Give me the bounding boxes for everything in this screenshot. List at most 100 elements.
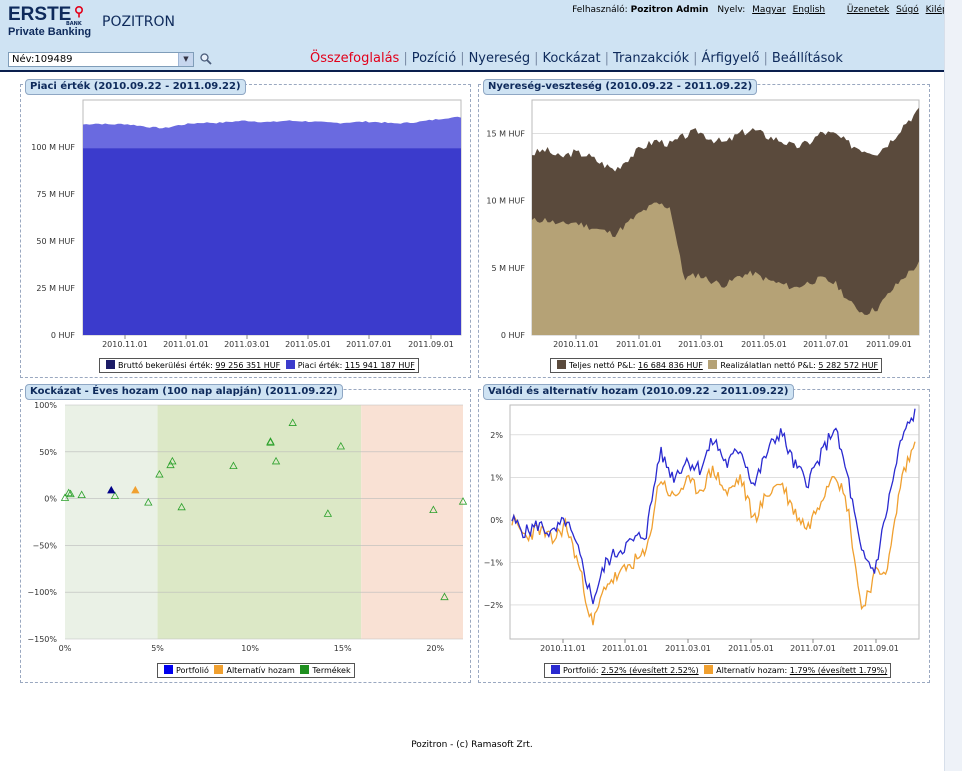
alternative-point (131, 485, 140, 494)
x-tick-label: 2011.07.01 (346, 340, 392, 349)
legend-total-label: Teljes nettó P&L: (569, 361, 636, 370)
x-tick-label: 2011.05.01 (728, 644, 774, 653)
market-value-legend: Bruttó bekerülési érték: 99 256 351 HUF … (99, 358, 419, 373)
product-point (288, 418, 297, 426)
y-tick-label: 15 M HUF (486, 130, 525, 139)
legend-swatch-total (557, 360, 566, 369)
x-tick-label: 5% (151, 644, 164, 653)
x-tick-label: 20% (426, 644, 444, 653)
y-tick-label: −100% (27, 588, 57, 597)
product-point (229, 461, 238, 470)
risk-panel-title: Kockázat - Éves hozam (100 nap alapján) … (25, 384, 343, 400)
x-tick-label: 2011.05.01 (741, 340, 787, 349)
x-tick-label: 2011.09.01 (866, 340, 912, 349)
returns-legend: Portfolió: 2.52% (évesített 2.52%) Alter… (544, 663, 892, 678)
y-tick-label: 0% (490, 516, 503, 525)
nav-item-0[interactable]: Összefoglalás (310, 51, 400, 66)
help-link[interactable]: Súgó (896, 5, 919, 15)
legend-swatch-alternative (214, 665, 224, 674)
product-point (458, 497, 468, 505)
legend-total-value: 16 684 836 HUF (638, 361, 703, 370)
market-value-chart: 0 HUF 25 M HUF 50 M HUF 75 M HUF 100 M HUF 20… (31, 99, 462, 349)
y-tick-label: 10 M HUF (486, 197, 525, 206)
x-tick-label: 2011.03.01 (224, 340, 270, 349)
legend-alt-return-label: Alternatív hozam: (716, 666, 788, 675)
x-tick-label: 2010.11.01 (553, 340, 599, 349)
y-tick-label: 25 M HUF (36, 284, 75, 293)
y-tick-label: 75 M HUF (36, 190, 75, 199)
main-nav: Összefoglalás | Pozíció | Nyereség | Kockázat |… (310, 51, 843, 66)
legend-unrealized-label: Realizálatlan nettó P&L: (720, 361, 816, 370)
plot-area (509, 404, 920, 640)
language-english-link[interactable]: English (792, 5, 826, 15)
y-tick-label: 5 M HUF (491, 264, 525, 273)
nav-item-3[interactable]: Kockázat (542, 51, 601, 66)
nav-separator: | (460, 51, 465, 66)
nav-separator: | (763, 51, 768, 66)
nav-separator: | (604, 51, 609, 66)
legend-swatch-alt-return (704, 665, 714, 674)
nav-separator: | (403, 51, 408, 66)
app-title: POZITRON (102, 14, 175, 30)
x-tick-label: 2011.07.01 (803, 340, 849, 349)
messages-link[interactable]: Üzenetek (846, 5, 890, 15)
pnl-legend: Teljes nettó P&L: 16 684 836 HUF Realizá… (550, 358, 883, 373)
risk-legend: Portfolió Alternatív hozam Termékek (157, 663, 355, 678)
erste-logo-icon (75, 6, 83, 18)
erste-logo[interactable]: ERSTE BANK Private Banking (8, 4, 91, 40)
y-tick-label: −50% (33, 541, 58, 550)
portfolio-return-line (511, 408, 916, 605)
x-tick-label: 2011.05.01 (285, 340, 331, 349)
zone-medium-risk (157, 405, 362, 639)
nav-item-6[interactable]: Beállítások (771, 51, 843, 66)
unrealized-pnl-area (532, 202, 919, 335)
returns-panel-title: Valódi és alternatív hozam (2010.09.22 -… (483, 384, 794, 400)
product-point (266, 438, 275, 446)
legend-portfolio-return-value: 2.52% (évesített 2.52%) (601, 666, 699, 675)
language-hungarian-link[interactable]: Magyar (752, 5, 786, 15)
logout-link[interactable]: Kilépés (925, 5, 958, 15)
x-tick-label: 2011.01.01 (602, 644, 648, 653)
chevron-down-icon[interactable]: ▼ (178, 53, 193, 66)
search-icon[interactable] (199, 52, 213, 66)
x-tick-label: 2011.07.01 (790, 644, 836, 653)
y-tick-label: 2% (490, 431, 503, 440)
vertical-scrollbar[interactable] (944, 0, 962, 771)
nav-item-1[interactable]: Pozíció (411, 51, 457, 66)
x-tick-label: 2011.09.01 (853, 644, 899, 653)
x-tick-label: 2010.11.01 (102, 340, 148, 349)
zone-low-risk (65, 405, 158, 639)
legend-portfolio-label: Portfolió (176, 666, 209, 675)
portfolio-point (107, 485, 116, 494)
zone-high-risk (361, 405, 463, 639)
product-point (77, 490, 86, 499)
returns-panel: Valódi és alternatív hozam (2010.09.22 -… (478, 384, 930, 683)
product-point (144, 498, 153, 506)
nav-separator: | (693, 51, 698, 66)
product-point (440, 592, 449, 601)
nav-item-5[interactable]: Árfigyelő (701, 51, 760, 66)
pnl-panel-title: Nyereség-veszteség (2010.09.22 - 2011.09… (483, 79, 758, 95)
legend-swatch-portfolio-return (551, 665, 560, 674)
nav-item-4[interactable]: Tranzakciók (613, 51, 690, 66)
user-name: Pozitron Admin (630, 5, 709, 15)
market-value-panel: Piaci érték (2010.09.22 - 2011.09.22) 0 … (20, 79, 471, 378)
product-point (66, 489, 75, 498)
product-point (429, 505, 438, 514)
product-point (110, 491, 120, 499)
nav-separator: | (534, 51, 539, 66)
user-bar: Felhasználó: Pozitron Admin Nyelv: Magya… (572, 5, 958, 15)
legend-cost-label: Bruttó bekerülési érték: (118, 361, 213, 370)
nav-item-2[interactable]: Nyereség (468, 51, 531, 66)
pnl-chart: 0 HUF 5 M HUF 10 M HUF 15 M HUF 2010.11.01 20… (486, 99, 920, 349)
y-tick-label: −2% (484, 601, 504, 610)
legend-swatch-products (300, 665, 310, 674)
user-label: Felhasználó: (572, 5, 628, 15)
product-point (336, 441, 346, 450)
x-tick-label: 15% (334, 644, 352, 653)
account-select[interactable]: Név:109489 ▼ (8, 52, 194, 67)
legend-market-value: 115 941 187 HUF (344, 361, 415, 370)
product-point (155, 469, 164, 478)
x-tick-label: 2011.01.01 (616, 340, 662, 349)
y-tick-label: 100% (34, 401, 57, 410)
